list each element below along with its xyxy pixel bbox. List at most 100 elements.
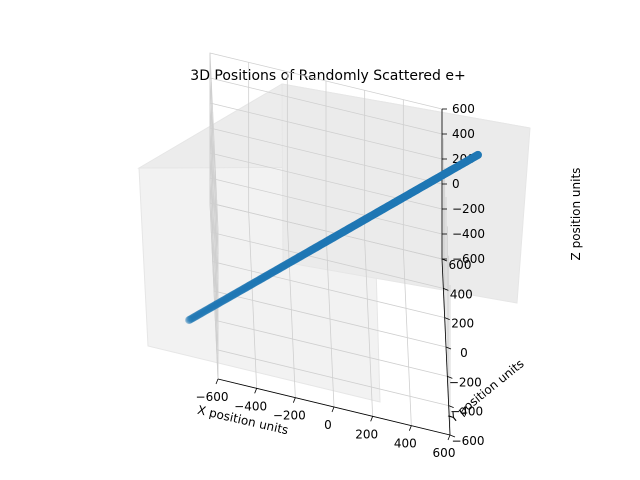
scatter-point	[213, 300, 222, 308]
scatter-point	[190, 313, 198, 322]
scatter-point	[231, 289, 240, 298]
scatter-point	[234, 288, 242, 297]
scatter-point	[223, 294, 232, 303]
scatter-points	[185, 150, 482, 325]
scatter-point	[229, 290, 238, 299]
scatter-point	[228, 291, 237, 300]
scatter-point	[197, 309, 206, 317]
z-tick-label: 400	[452, 127, 475, 141]
grid-line-y	[212, 111, 446, 319]
grid-line-y	[210, 82, 444, 289]
x-tick-mark	[447, 434, 451, 441]
scatter-point	[207, 303, 216, 312]
scatter-point	[239, 284, 248, 293]
scatter-point	[209, 301, 218, 310]
z-axis-label: Z position units	[569, 168, 583, 261]
scatter-point	[224, 293, 233, 302]
scatter-point	[192, 311, 201, 320]
scatter-point	[214, 299, 223, 308]
scatter-point	[219, 296, 227, 305]
scatter-point	[196, 309, 205, 318]
scatter-point	[219, 296, 228, 305]
scatter-point	[240, 284, 249, 293]
scatter-point	[198, 308, 207, 317]
x-tick-label: 400	[394, 437, 417, 451]
scatter-point	[235, 287, 244, 296]
x-tick-mark	[331, 406, 335, 413]
x-tick-label: 600	[433, 446, 456, 460]
y-tick-label: 0	[460, 346, 468, 360]
grid-line-z	[209, 52, 443, 230]
scatter-point	[209, 302, 218, 311]
scatter-point	[190, 312, 199, 321]
y-tick-label: −400	[450, 405, 483, 419]
scatter-point	[193, 311, 202, 320]
z-tick-label: 0	[452, 177, 460, 191]
scatter-point	[188, 314, 197, 323]
scatter-point	[220, 295, 229, 304]
scatter-point	[202, 306, 211, 315]
scatter-point	[216, 298, 225, 307]
scatter-point	[232, 289, 241, 298]
scatter-point	[241, 283, 250, 292]
x-tick-mark	[215, 378, 219, 385]
scatter-point	[191, 312, 200, 321]
scatter-point	[222, 294, 231, 303]
scatter-point	[238, 285, 247, 294]
x-axis-ticks: −600 −400 −200 0 200 400 600	[196, 378, 456, 460]
y-tick-mark	[449, 434, 456, 438]
scatter-point	[199, 307, 208, 316]
scatter-point	[208, 302, 217, 311]
scatter-point	[234, 287, 243, 296]
scatter-point	[239, 285, 247, 294]
scatter-point	[206, 303, 215, 312]
scatter-point	[217, 297, 226, 306]
scatter-point	[204, 305, 213, 314]
x-tick-mark	[370, 416, 374, 422]
scatter-point	[201, 306, 210, 315]
y-tick-mark	[444, 317, 450, 321]
x-tick-mark	[292, 397, 296, 403]
y-tick-label: −200	[449, 375, 482, 389]
scatter-point	[212, 300, 221, 309]
scatter-point	[210, 301, 219, 310]
z-tick-label: 600	[452, 102, 475, 116]
y-tick-mark	[448, 405, 454, 409]
y-tick-mark	[443, 287, 449, 291]
scatter-point	[187, 314, 196, 323]
scatter-point	[229, 291, 237, 299]
scatter-point	[225, 292, 234, 301]
scatter-point	[226, 292, 235, 301]
x-tick-mark	[254, 388, 258, 394]
z-tick-label: −400	[452, 227, 485, 241]
scatter-point	[221, 295, 230, 304]
scatter-point	[215, 298, 224, 307]
scatter-point	[474, 150, 482, 159]
scatter-point	[237, 286, 246, 295]
scatter-point	[214, 299, 223, 308]
x-tick-label: −400	[234, 399, 267, 413]
scatter-point	[204, 304, 213, 313]
z-tick-label: −200	[452, 202, 485, 216]
z-tick-label: −600	[452, 252, 485, 266]
scatter-point	[200, 307, 209, 316]
y-axis-label: Y position units	[446, 357, 527, 426]
chart-title: 3D Positions of Randomly Scattered e+	[190, 68, 465, 84]
y-tick-mark	[447, 375, 453, 379]
scatter-point	[230, 290, 239, 298]
scatter-point	[195, 310, 204, 318]
scatter-point	[186, 315, 195, 324]
scatter-point	[218, 297, 227, 306]
scatter-point	[233, 288, 242, 297]
y-tick-label: −600	[452, 434, 485, 448]
y-tick-label: 400	[450, 287, 473, 301]
y-tick-mark	[445, 346, 452, 350]
scatter-point	[194, 310, 203, 319]
scatter-point	[194, 310, 203, 319]
x-tick-label: 0	[324, 418, 332, 432]
scatter-point	[224, 293, 232, 302]
scatter-point	[211, 300, 220, 309]
x-tick-label: −600	[196, 390, 229, 404]
scatter-point	[199, 308, 208, 317]
